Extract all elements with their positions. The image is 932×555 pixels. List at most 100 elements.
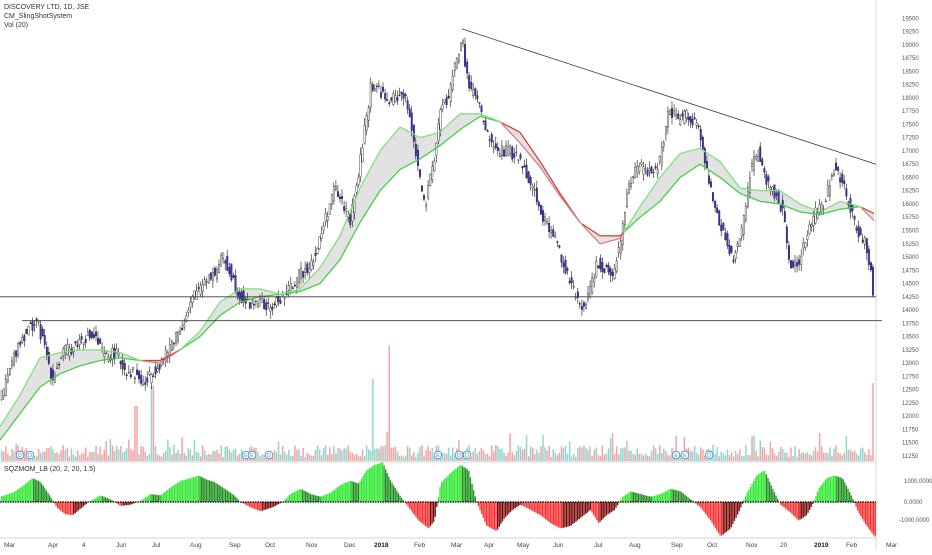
ema-cloud-segment (692, 150, 694, 170)
event-marker-1[interactable]: D (26, 451, 34, 459)
volume-bar (212, 451, 214, 461)
candle-body (731, 246, 733, 252)
momentum-bar (563, 502, 564, 528)
volume-bar (692, 452, 694, 462)
ema-cloud-segment (358, 188, 360, 226)
volume-bar (661, 453, 663, 461)
candle-body (106, 353, 108, 354)
candle-body (686, 110, 688, 118)
momentum-bar (529, 502, 530, 509)
ema-cloud-segment (662, 173, 664, 199)
ema-fast-line (404, 129, 406, 130)
volume-bar (184, 453, 186, 461)
volume-bar (44, 452, 46, 461)
candle-body (696, 123, 698, 125)
momentum-bar (169, 488, 170, 502)
volume-bar (872, 383, 874, 461)
price-tick-label: 14750 (902, 268, 919, 274)
volume-bar (807, 452, 809, 461)
momentum-bar (847, 489, 848, 502)
candle-body (235, 275, 237, 291)
price-tick-label: 12750 (902, 374, 919, 380)
ema-fast-line (696, 149, 698, 150)
momentum-bar (875, 502, 876, 536)
candle-body (145, 383, 147, 385)
volume-bar (606, 454, 608, 461)
ema-fast-line (818, 211, 820, 212)
event-marker-3[interactable]: E (248, 451, 256, 459)
volume-bar (653, 446, 655, 461)
volume-bar (698, 455, 700, 461)
volume-bar (149, 454, 151, 461)
candle-body (296, 278, 298, 287)
candle-body (481, 106, 483, 112)
momentum-bar (646, 496, 647, 502)
volume-bar (352, 453, 354, 461)
candle-body (708, 176, 710, 184)
legend-momentum[interactable]: SQZMOM_LB (20, 2, 20, 1.5) (4, 465, 95, 474)
ema-slow-line (240, 302, 242, 303)
momentum-bar (28, 481, 29, 502)
momentum-bar (347, 482, 348, 502)
volume-bar (58, 454, 60, 461)
legend-symbol[interactable]: DISCOVERY LTD, 1D, JSE (4, 3, 89, 12)
event-marker-5[interactable]: E (434, 451, 442, 459)
ema-cloud-segment (232, 293, 234, 308)
ema-slow-line (80, 365, 82, 366)
momentum-bar (559, 502, 560, 528)
ema-slow-line (98, 361, 100, 362)
momentum-bar (454, 470, 455, 502)
candle-body (411, 113, 413, 131)
volume-bar (493, 451, 495, 461)
volume-bar (762, 447, 764, 461)
ema-cloud-segment (764, 191, 766, 202)
momentum-bar (836, 476, 837, 502)
momentum-bar (588, 502, 589, 511)
ema-fast-line (428, 135, 430, 136)
event-marker-0[interactable]: D (16, 451, 24, 459)
event-marker-10[interactable]: D (705, 451, 713, 459)
volume-bar (729, 455, 731, 461)
volume-bar (719, 456, 721, 461)
ema-slow-line (304, 289, 306, 290)
momentum-bar (265, 502, 266, 510)
legend-indicator[interactable]: CM_SlingShotSystem (4, 12, 72, 21)
event-marker-7[interactable]: D (463, 451, 471, 459)
volume-bar (530, 447, 532, 462)
momentum-bar (390, 480, 391, 502)
momentum-bar (537, 502, 538, 514)
momentum-bar (227, 491, 228, 503)
candle-body (44, 335, 46, 344)
candle-body (440, 110, 442, 130)
volume-bar (85, 448, 87, 462)
ema-fast-line (436, 133, 438, 134)
volume-bar (856, 454, 858, 461)
event-marker-8[interactable]: E (672, 451, 680, 459)
candle-body (188, 310, 190, 313)
legend-volume[interactable]: Vol (20) (4, 21, 28, 30)
candle-body (727, 234, 729, 246)
candle-body (384, 94, 386, 100)
momentum-bar (508, 502, 509, 514)
momentum-bar (735, 502, 736, 518)
volume-bar (415, 457, 417, 461)
candle-body (684, 112, 686, 124)
candle-body (46, 347, 48, 355)
candle-body (827, 185, 829, 196)
event-marker-6[interactable]: D (455, 451, 463, 459)
volume-bar (829, 447, 831, 461)
candle-body (473, 89, 475, 95)
time-tick-label: 2018 (374, 542, 389, 549)
momentum-bar (383, 466, 384, 503)
momentum-bar (604, 502, 605, 517)
momentum-bar (851, 495, 852, 502)
event-marker-4[interactable]: D (265, 451, 273, 459)
volume-bar (239, 454, 241, 461)
event-marker-9[interactable]: E (681, 451, 689, 459)
candle-body (507, 147, 509, 155)
momentum-bar (855, 502, 856, 507)
time-tick-label: Jun (553, 542, 564, 549)
ema-fast-line (680, 153, 682, 154)
momentum-bar (611, 502, 612, 512)
